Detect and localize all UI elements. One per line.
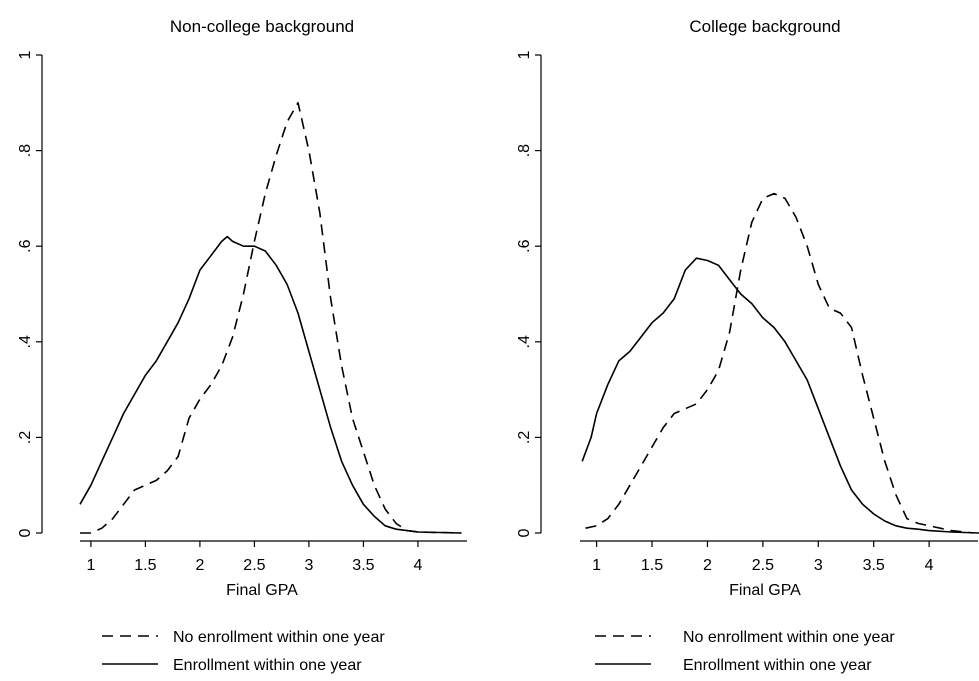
x-tick-label: 1 <box>86 557 95 574</box>
x-tick-label: 2 <box>195 557 204 574</box>
y-tick-label: .4 <box>17 335 34 348</box>
x-axis-label: Final GPA <box>729 582 801 599</box>
panel-college: College background Final GPA 0 .2 .4 .6 .8 1 1… <box>516 17 979 674</box>
y-tick-label: 1 <box>516 50 533 59</box>
y-tick-label: .2 <box>516 431 533 444</box>
y-tick-label: .8 <box>17 144 34 157</box>
x-tick-label: 1.5 <box>134 557 156 574</box>
plot-lines <box>79 102 462 534</box>
series-line-no-enrollment <box>80 102 462 534</box>
y-tick-label: 1 <box>17 50 34 59</box>
panel-title: College background <box>689 17 840 36</box>
y-tick-label: .2 <box>17 431 34 444</box>
y-tick-label: .6 <box>516 239 533 252</box>
y-tick-label: 0 <box>516 528 533 537</box>
legend-label-enrollment: Enrollment within one year <box>683 657 872 674</box>
x-tick-label: 4 <box>413 557 422 574</box>
x-tick-label: 2.5 <box>243 557 265 574</box>
legend-label-no-enrollment: No enrollment within one year <box>173 629 385 646</box>
axes: 0 .2 .4 .6 .8 1 1 1.5 2 2.5 3 3.5 4 <box>17 50 467 574</box>
x-tick-label: 4 <box>925 557 934 574</box>
panel-non-college: Non-college background Final GPA 0 .2 .4 .6… <box>17 17 467 674</box>
series-line-no-enrollment <box>585 192 974 534</box>
y-tick-label: .8 <box>516 144 533 157</box>
x-tick-label: 2.5 <box>752 557 774 574</box>
legend: No enrollment within one year Enrollment… <box>102 629 385 674</box>
x-axis-label: Final GPA <box>226 582 298 599</box>
x-tick-label: 1.5 <box>641 557 663 574</box>
y-tick-label: 0 <box>17 528 34 537</box>
x-tick-label: 3.5 <box>863 557 885 574</box>
plot-lines <box>581 192 979 534</box>
series-line-enrollment <box>79 235 462 534</box>
axes: 0 .2 .4 .6 .8 1 1 1.5 2 2.5 3 3.5 4 <box>516 50 978 574</box>
legend-label-no-enrollment: No enrollment within one year <box>683 629 895 646</box>
x-tick-label: 3.5 <box>352 557 374 574</box>
x-tick-label: 1 <box>592 557 601 574</box>
legend-label-enrollment: Enrollment within one year <box>173 657 362 674</box>
x-tick-label: 3 <box>814 557 823 574</box>
y-tick-label: .6 <box>17 239 34 252</box>
y-tick-label: .4 <box>516 335 533 348</box>
x-tick-label: 2 <box>703 557 712 574</box>
series-line-enrollment <box>581 257 979 534</box>
panel-title: Non-college background <box>170 17 354 36</box>
legend: No enrollment within one year Enrollment… <box>595 629 895 674</box>
x-tick-label: 3 <box>304 557 313 574</box>
